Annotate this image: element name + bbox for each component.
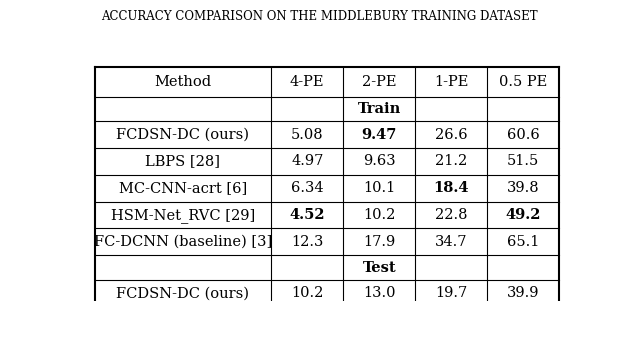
- Text: 9.63: 9.63: [363, 154, 396, 168]
- Text: 49.2: 49.2: [505, 208, 541, 222]
- Text: 4.97: 4.97: [291, 154, 323, 168]
- Text: FCDSN-DC (ours): FCDSN-DC (ours): [116, 128, 249, 142]
- Text: FCDSN-DC (ours): FCDSN-DC (ours): [116, 286, 249, 300]
- Text: 1-PE: 1-PE: [434, 75, 468, 89]
- Text: 39.8: 39.8: [507, 181, 540, 195]
- Text: Test: Test: [362, 261, 396, 275]
- Text: 10.2: 10.2: [363, 208, 396, 222]
- Text: 4-PE: 4-PE: [290, 75, 325, 89]
- Text: 0.5 PE: 0.5 PE: [499, 75, 547, 89]
- Text: MC-CNN-acrt [6]: MC-CNN-acrt [6]: [119, 181, 247, 195]
- Text: LBPS [28]: LBPS [28]: [145, 154, 220, 168]
- Text: 17.9: 17.9: [363, 235, 396, 249]
- Text: 21.2: 21.2: [435, 154, 468, 168]
- Text: 6.34: 6.34: [291, 181, 323, 195]
- Text: 60.6: 60.6: [507, 128, 540, 142]
- Text: 51.5: 51.5: [507, 154, 540, 168]
- Text: 26.6: 26.6: [435, 128, 468, 142]
- Text: 34.7: 34.7: [435, 235, 468, 249]
- Text: 12.3: 12.3: [291, 235, 323, 249]
- Text: 2-PE: 2-PE: [362, 75, 396, 89]
- Text: 22.8: 22.8: [435, 208, 468, 222]
- Text: 65.1: 65.1: [507, 235, 540, 249]
- Text: Train: Train: [358, 102, 401, 116]
- Text: FC-DCNN (baseline) [3]: FC-DCNN (baseline) [3]: [94, 235, 272, 249]
- Text: 18.4: 18.4: [434, 181, 469, 195]
- Text: HSM-Net_RVC [29]: HSM-Net_RVC [29]: [111, 208, 255, 222]
- Text: 9.47: 9.47: [362, 128, 397, 142]
- Text: Method: Method: [154, 75, 211, 89]
- Text: 10.2: 10.2: [291, 286, 323, 300]
- Text: 19.7: 19.7: [435, 286, 468, 300]
- Text: 10.1: 10.1: [363, 181, 396, 195]
- Text: ACCURACY COMPARISON ON THE MIDDLEBURY TRAINING DATASET: ACCURACY COMPARISON ON THE MIDDLEBURY TR…: [101, 10, 537, 23]
- Text: 39.9: 39.9: [507, 286, 540, 300]
- Text: 13.0: 13.0: [363, 286, 396, 300]
- Text: 4.52: 4.52: [290, 208, 325, 222]
- Text: 5.08: 5.08: [291, 128, 323, 142]
